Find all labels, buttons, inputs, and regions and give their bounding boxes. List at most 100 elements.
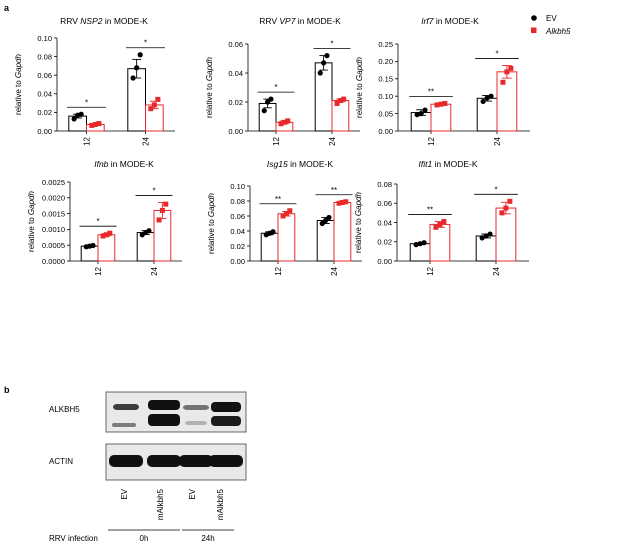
- data-point-ev: [78, 111, 84, 117]
- y-tick-label: 0.0025: [42, 178, 65, 187]
- chart-title: Irf7 in MODE-K: [421, 16, 479, 26]
- chart-title: Isg15 in MODE-K: [267, 159, 333, 169]
- bar-alkbh5: [97, 234, 116, 262]
- x-tick-label: 12: [427, 136, 436, 145]
- data-point-alkbh5: [285, 118, 291, 124]
- data-point-alkbh5: [92, 121, 98, 127]
- data-point-alkbh5: [438, 101, 444, 107]
- bar-alkbh5: [495, 207, 517, 262]
- significance-label: *: [96, 217, 99, 226]
- data-point-alkbh5: [100, 233, 106, 239]
- blot-band-alkbh5: [211, 416, 241, 426]
- y-tick-label: 0.04: [37, 90, 52, 99]
- data-point-ev: [483, 233, 489, 239]
- data-point-ev: [270, 229, 276, 235]
- data-point-alkbh5: [283, 211, 289, 217]
- blot-band-alkbh5: [112, 423, 136, 427]
- data-point-alkbh5: [339, 200, 345, 205]
- data-point-alkbh5: [155, 96, 161, 102]
- data-point-alkbh5: [151, 102, 157, 108]
- x-tick-label: 24: [328, 136, 337, 145]
- chart-title: Ifit1 in MODE-K: [418, 159, 477, 169]
- data-point-ev: [146, 228, 152, 234]
- blot-row-label-actin: ACTIN: [49, 457, 73, 466]
- data-point-ev: [90, 242, 96, 249]
- x-tick-label: 12: [94, 266, 103, 275]
- y-tick-label: 0.08: [230, 197, 245, 206]
- blot-band-alkbh5: [148, 414, 180, 426]
- significance-label: *: [152, 187, 155, 196]
- y-tick-label: 0.00: [37, 127, 52, 136]
- y-tick-label: 0.00: [378, 127, 393, 136]
- y-tick-label: 0.00: [230, 257, 245, 266]
- bar-alkbh5: [333, 202, 352, 262]
- western-blot: ALKBH5 ACTIN EV mAlkbh5 EV mAlkbh5 RRV infecti…: [49, 391, 247, 542]
- data-point-ev: [71, 116, 77, 122]
- y-tick-label: 0.0015: [42, 209, 65, 218]
- x-tick-label: 24: [330, 266, 339, 275]
- data-point-ev: [261, 108, 267, 114]
- chart-5: Isg15 in MODE-K relative to Gapdh 0.00 0.02…: [207, 159, 362, 276]
- significance-label: **: [428, 88, 434, 97]
- data-point-ev: [324, 53, 330, 59]
- y-tick-label: 0.10: [230, 182, 245, 191]
- y-tick-label: 0.0005: [42, 241, 65, 250]
- data-point-ev: [137, 52, 143, 58]
- data-point-alkbh5: [343, 199, 349, 205]
- data-point-ev: [488, 93, 494, 99]
- significance-label: *: [330, 40, 333, 49]
- y-tick-label: 0.0000: [42, 257, 65, 266]
- data-point-ev: [321, 60, 327, 66]
- data-point-ev: [130, 75, 136, 81]
- y-tick-label: 0.25: [378, 40, 393, 49]
- y-tick-label: 0.02: [230, 242, 245, 251]
- blot-band-alkbh5: [211, 402, 241, 412]
- y-tick-label: 0.08: [37, 52, 52, 61]
- x-tick-label: 24: [150, 266, 159, 275]
- y-axis-label: relative to Gapdh: [355, 56, 364, 117]
- data-point-alkbh5: [278, 121, 284, 127]
- data-point-alkbh5: [500, 79, 506, 85]
- data-point-ev: [421, 240, 427, 246]
- chart-4: Ifnb in MODE-K relative to Gapdh 0.0000 0.0…: [27, 159, 182, 276]
- y-tick-label: 0.20: [378, 57, 393, 66]
- data-point-ev: [479, 235, 485, 241]
- y-tick-label: 0.04: [228, 69, 243, 78]
- data-point-ev: [417, 241, 423, 247]
- y-tick-label: 0.0020: [42, 194, 65, 203]
- panel-label-a: a: [4, 3, 10, 13]
- y-axis-label: relative to Gapdh: [14, 53, 23, 114]
- data-point-alkbh5: [434, 102, 440, 108]
- y-axis-label: relative to Gapdh: [205, 56, 214, 117]
- bar-ev: [475, 235, 497, 262]
- y-tick-label: 0.06: [228, 40, 243, 49]
- blot-band-alkbh5: [183, 405, 209, 410]
- y-tick-label: 0.00: [228, 127, 243, 136]
- data-point-alkbh5: [336, 200, 342, 206]
- blot-lane-label: EV: [120, 488, 129, 499]
- significance-label: *: [274, 83, 277, 92]
- data-point-ev: [418, 111, 424, 117]
- legend-alkbh5-marker: [531, 27, 537, 33]
- chart-title: RRV VP7 in MODE-K: [259, 16, 341, 26]
- group-label: 0h: [140, 534, 149, 542]
- x-tick-label: 12: [83, 136, 92, 145]
- x-tick-label: 12: [274, 266, 283, 275]
- significance-label: *: [85, 98, 88, 107]
- bar-alkbh5: [277, 213, 296, 262]
- y-tick-label: 0.0010: [42, 225, 65, 234]
- data-point-ev: [326, 214, 332, 221]
- data-point-ev: [487, 231, 493, 237]
- legend: EV Alkbh5: [531, 14, 571, 36]
- data-point-alkbh5: [507, 198, 513, 204]
- bar-alkbh5: [496, 71, 518, 132]
- y-axis-label: relative to Gapdh: [207, 192, 216, 253]
- data-point-alkbh5: [499, 210, 505, 216]
- bar-alkbh5: [429, 223, 451, 262]
- y-tick-label: 0.02: [228, 98, 243, 107]
- y-tick-label: 0.04: [377, 218, 392, 227]
- y-tick-label: 0.05: [378, 109, 393, 118]
- data-point-alkbh5: [442, 101, 448, 107]
- blot-band-actin: [109, 455, 143, 467]
